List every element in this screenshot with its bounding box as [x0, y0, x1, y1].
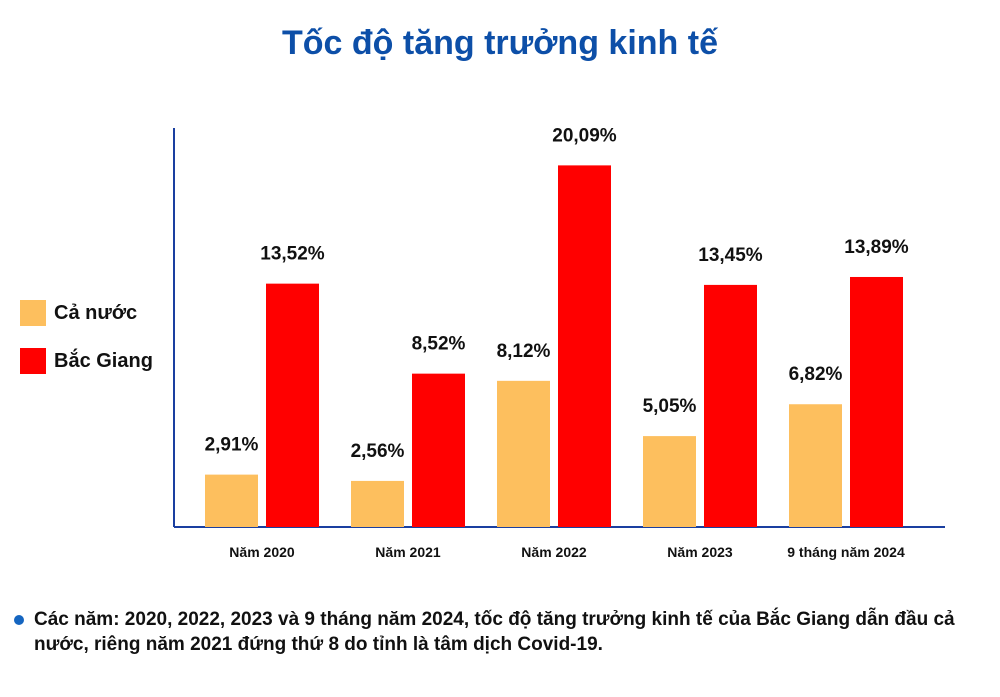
data-label-bac-giang-nam-2023: 13,45% [698, 245, 763, 266]
bar-chart: 2,91% 13,52% Năm 2020 2,56% 8,52% Năm 2021 8,1… [173, 125, 945, 560]
bar-ca-nuoc-nam-2022 [497, 380, 550, 527]
bar-ca-nuoc-nam-2020 [205, 474, 258, 527]
data-label-ca-nuoc-nam-2020: 2,91% [205, 435, 259, 456]
data-label-ca-nuoc-nam-2022: 8,12% [497, 341, 551, 362]
x-tick-label-nam-2022: Năm 2022 [521, 544, 587, 560]
legend-item-bac-giang: Bắc Giang [20, 346, 153, 376]
bar-bac-giang-9-thang-nam-2024 [850, 276, 903, 527]
legend-swatch-bac-giang [20, 348, 46, 374]
x-tick-label-9-thang-nam-2024: 9 tháng năm 2024 [787, 544, 905, 560]
bar-bac-giang-nam-2020 [266, 283, 319, 527]
data-label-ca-nuoc-nam-2023: 5,05% [643, 396, 697, 417]
data-label-ca-nuoc-9-thang-nam-2024: 6,82% [789, 364, 843, 385]
x-tick-label-nam-2020: Năm 2020 [229, 544, 295, 560]
legend-swatch-ca-nuoc [20, 300, 46, 326]
legend-label-bac-giang: Bắc Giang [54, 349, 153, 372]
legend: Cả nước Bắc Giang [20, 298, 153, 394]
legend-label-ca-nuoc: Cả nước [54, 301, 138, 324]
x-tick-label-nam-2021: Năm 2021 [375, 544, 441, 560]
data-label-ca-nuoc-nam-2021: 2,56% [351, 441, 405, 462]
footnote: Các năm: 2020, 2022, 2023 và 9 tháng năm… [14, 607, 989, 657]
data-label-bac-giang-nam-2021: 8,52% [412, 334, 466, 355]
x-tick-label-nam-2023: Năm 2023 [667, 544, 733, 560]
bar-ca-nuoc-nam-2021 [351, 480, 404, 527]
bar-ca-nuoc-nam-2023 [643, 436, 696, 527]
data-label-bac-giang-nam-2020: 13,52% [260, 244, 325, 265]
bar-bac-giang-nam-2022 [558, 165, 611, 527]
data-label-bac-giang-nam-2022: 20,09% [552, 125, 617, 146]
chart-title: Tốc độ tăng trưởng kinh tế [282, 24, 718, 62]
bar-bac-giang-nam-2021 [412, 373, 465, 527]
legend-item-ca-nuoc: Cả nước [20, 298, 153, 328]
footnote-text: Các năm: 2020, 2022, 2023 và 9 tháng năm… [34, 609, 955, 655]
bar-ca-nuoc-9-thang-nam-2024 [789, 404, 842, 527]
data-label-bac-giang-9-thang-nam-2024: 13,89% [844, 237, 909, 258]
bullet-icon [14, 615, 24, 625]
bar-bac-giang-nam-2023 [704, 284, 757, 527]
